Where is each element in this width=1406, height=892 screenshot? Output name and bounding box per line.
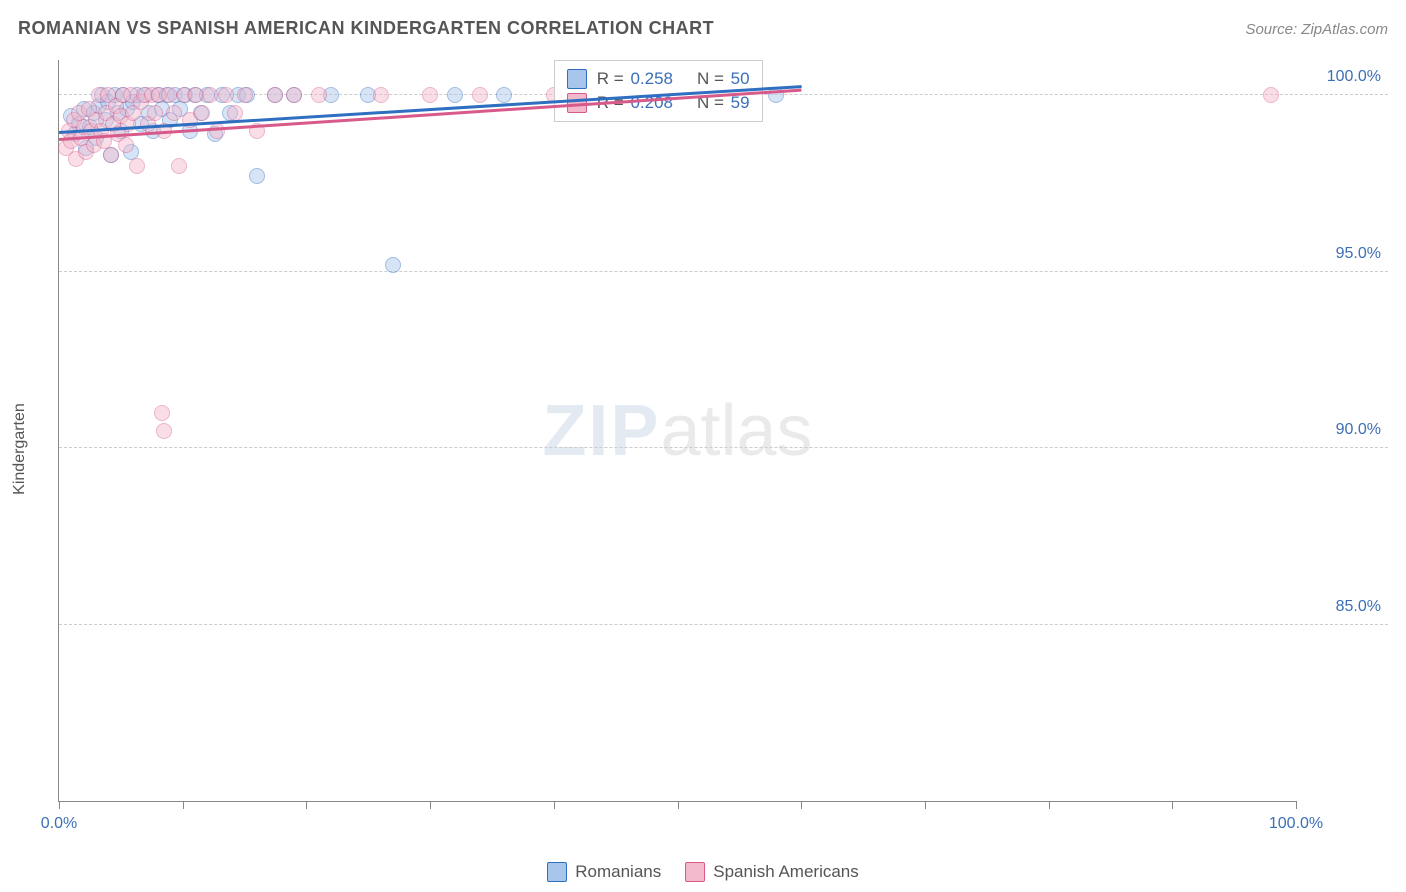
y-tick-label: 85.0% xyxy=(1336,598,1381,616)
data-point xyxy=(166,105,182,121)
data-point xyxy=(1263,87,1279,103)
x-tick xyxy=(1049,801,1050,809)
x-tick xyxy=(430,801,431,809)
legend: Romanians Spanish Americans xyxy=(0,862,1406,882)
x-tick xyxy=(1296,801,1297,809)
x-tick xyxy=(801,801,802,809)
gridline xyxy=(59,624,1388,625)
stat-n-label: N = 50 xyxy=(697,69,750,89)
chart-container: Kindergarten ZIPatlas 85.0%90.0%95.0%100… xyxy=(48,56,1388,842)
x-tick xyxy=(1172,801,1173,809)
data-point xyxy=(194,105,210,121)
data-point xyxy=(154,405,170,421)
stats-row: R = 0.258 N = 50 xyxy=(567,67,750,91)
x-tick-label: 0.0% xyxy=(41,815,77,833)
x-tick xyxy=(925,801,926,809)
data-point xyxy=(156,423,172,439)
data-point xyxy=(311,87,327,103)
data-point xyxy=(472,87,488,103)
x-tick xyxy=(183,801,184,809)
data-point xyxy=(373,87,389,103)
stats-swatch-icon xyxy=(567,69,587,89)
data-point xyxy=(129,158,145,174)
chart-source: Source: ZipAtlas.com xyxy=(1245,21,1388,38)
y-tick-label: 90.0% xyxy=(1336,421,1381,439)
data-point xyxy=(267,87,283,103)
watermark-zip: ZIP xyxy=(542,391,660,471)
chart-title: ROMANIAN VS SPANISH AMERICAN KINDERGARTE… xyxy=(18,18,714,39)
x-tick xyxy=(554,801,555,809)
data-point xyxy=(209,123,225,139)
gridline xyxy=(59,271,1388,272)
legend-label: Spanish Americans xyxy=(713,862,859,882)
data-point xyxy=(202,87,218,103)
legend-swatch-icon xyxy=(547,862,567,882)
y-tick-label: 100.0% xyxy=(1327,68,1381,86)
data-point xyxy=(249,168,265,184)
data-point xyxy=(385,257,401,273)
data-point xyxy=(447,87,463,103)
data-point xyxy=(103,147,119,163)
data-point xyxy=(171,158,187,174)
x-tick xyxy=(306,801,307,809)
y-axis-label: Kindergarten xyxy=(11,403,29,495)
data-point xyxy=(227,105,243,121)
legend-label: Romanians xyxy=(575,862,661,882)
x-tick xyxy=(59,801,60,809)
data-point xyxy=(422,87,438,103)
data-point xyxy=(237,87,253,103)
legend-swatch-icon xyxy=(685,862,705,882)
data-point xyxy=(118,137,134,153)
data-point xyxy=(147,105,163,121)
y-tick-label: 95.0% xyxy=(1336,245,1381,263)
x-tick-label: 100.0% xyxy=(1269,815,1323,833)
watermark: ZIPatlas xyxy=(542,390,812,472)
data-point xyxy=(496,87,512,103)
x-tick xyxy=(678,801,679,809)
data-point xyxy=(161,87,177,103)
legend-item-romanians: Romanians xyxy=(547,862,661,882)
legend-item-spanish-americans: Spanish Americans xyxy=(685,862,859,882)
stat-r-label: R = 0.258 xyxy=(597,69,673,89)
plot-area: ZIPatlas 85.0%90.0%95.0%100.0%0.0%100.0%… xyxy=(58,60,1296,802)
data-point xyxy=(218,87,234,103)
watermark-atlas: atlas xyxy=(660,391,812,471)
gridline xyxy=(59,447,1388,448)
data-point xyxy=(286,87,302,103)
